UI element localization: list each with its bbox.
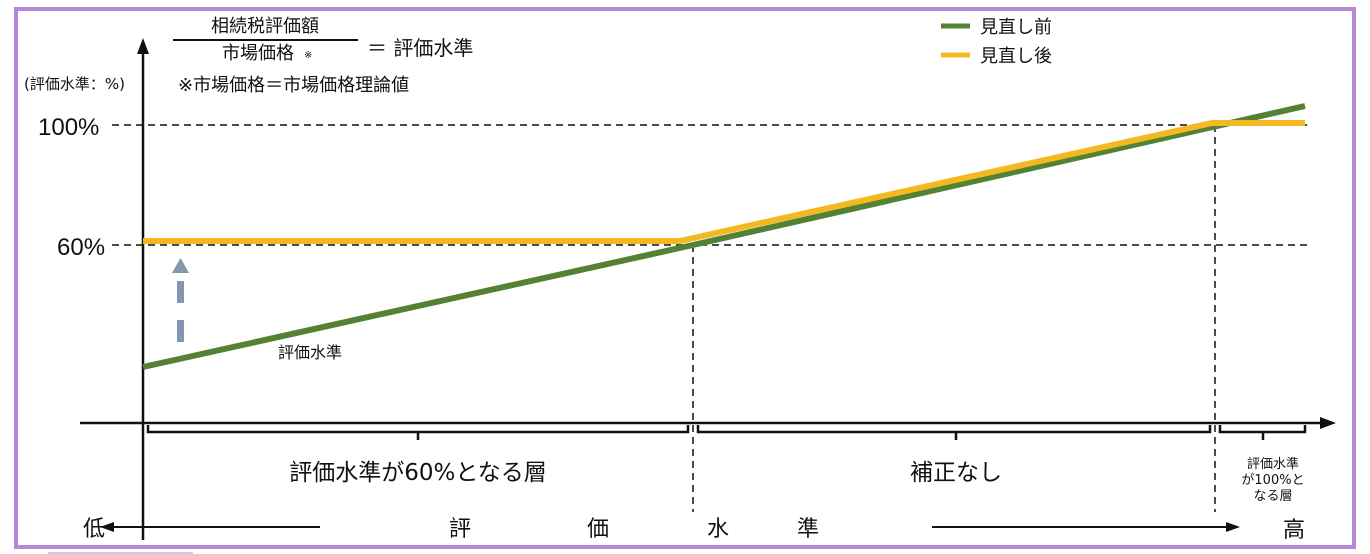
y-axis-label: (評価水準：%): [24, 75, 125, 93]
brace-100-layer: [1218, 425, 1307, 440]
brace-no-correction: [696, 425, 1212, 440]
center-label-char-1: 評: [449, 517, 471, 542]
legend: 見直し前 見直し後: [941, 17, 1052, 67]
series-line-after: [143, 120, 1305, 244]
left-arrow-icon: [100, 522, 114, 532]
legend-label-after: 見直し後: [980, 46, 1052, 67]
region-label-60: 評価水準が60%となる層: [289, 460, 546, 486]
formula: 相続税評価額 市場価格 ※ ＝ 評価水準 ※市場価格＝市場価格理論値: [173, 16, 473, 96]
right-arrow-icon: [1226, 522, 1240, 532]
region-label-100-line1: 評価水準: [1247, 456, 1299, 472]
correction-arrow-icon: [172, 258, 189, 342]
legend-label-before: 見直し前: [980, 17, 1052, 38]
center-label-char-4: 準: [797, 517, 819, 542]
region-label-100-line2: が100%と: [1241, 473, 1304, 488]
formula-equals: ＝ 評価水準: [367, 36, 473, 60]
decorative-bar: [48, 552, 193, 554]
center-label-char-3: 水: [707, 517, 729, 542]
center-label-char-2: 価: [587, 517, 609, 542]
chart-frame: [14, 7, 1356, 549]
x-axis-arrow-icon: [1320, 417, 1336, 429]
formula-note-mark: ※: [304, 50, 312, 61]
region-label-no-correction: 補正なし: [910, 460, 1002, 486]
formula-footnote: ※市場価格＝市場価格理論値: [178, 75, 409, 96]
reference-lines: [112, 124, 1310, 512]
formula-numerator: 相続税評価額: [211, 16, 319, 37]
low-label: 低: [83, 517, 105, 542]
y-tick-100: 100%: [38, 114, 99, 141]
y-axis-arrow-icon: [137, 38, 149, 54]
high-label: 高: [1283, 518, 1305, 543]
region-braces: [146, 425, 1307, 440]
brace-60-layer: [146, 425, 690, 440]
series-line-before: [142, 103, 1306, 370]
region-label-100-line3: なる層: [1253, 489, 1292, 504]
formula-denominator: 市場価格: [222, 43, 294, 64]
y-tick-60: 60%: [57, 234, 105, 261]
line-annotation: 評価水準: [278, 343, 342, 362]
